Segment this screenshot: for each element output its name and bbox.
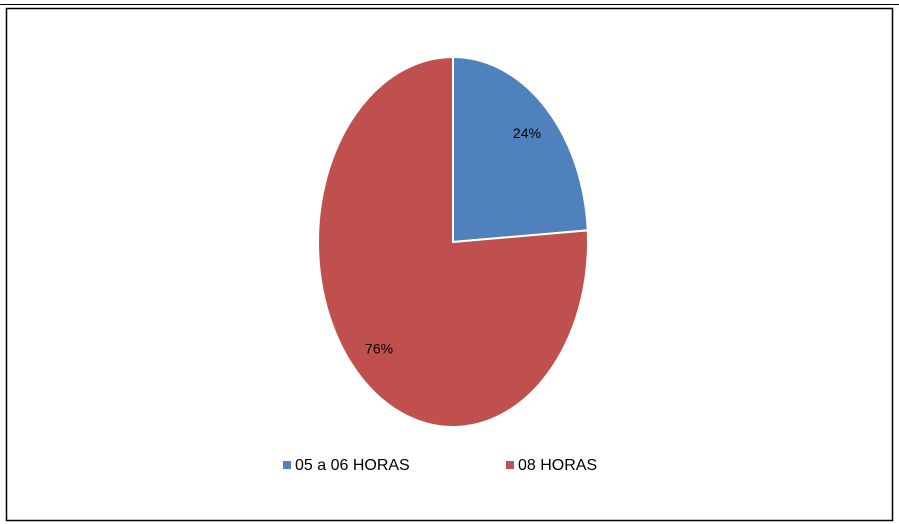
legend-label: 08 HORAS [518,457,597,474]
pie-slice [317,55,589,428]
data-label: 24% [513,125,541,141]
legend-label: 05 a 06 HORAS [295,457,410,474]
legend-swatch [283,461,291,469]
pie-slice [452,55,589,244]
legend-swatch [506,461,514,469]
data-label: 76% [365,341,393,357]
frame [5,7,894,522]
